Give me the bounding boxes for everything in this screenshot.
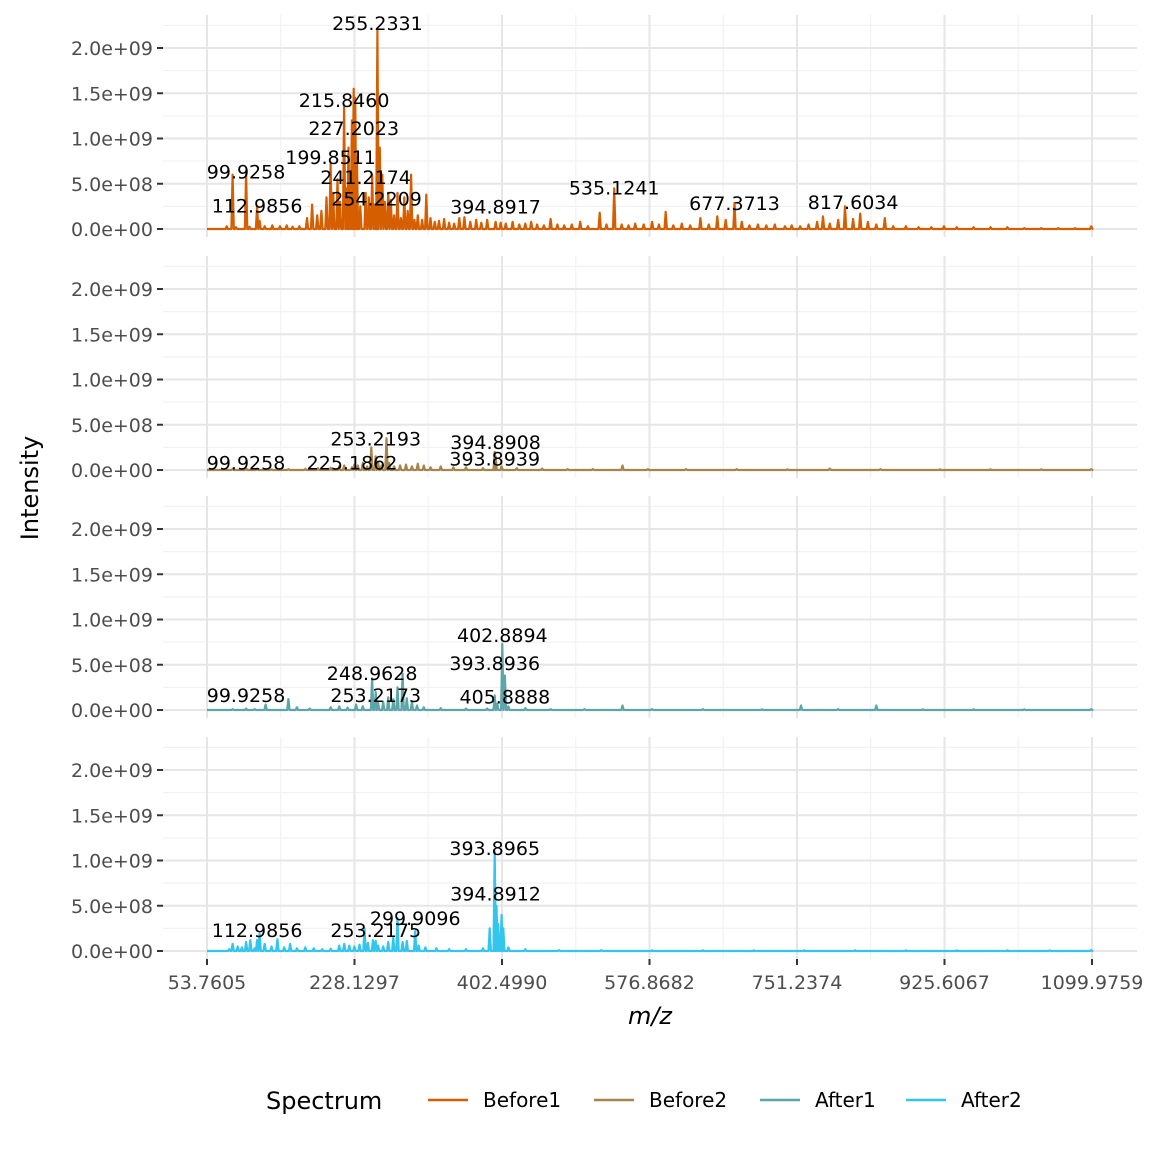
- peak-label: 255.2331: [332, 13, 423, 35]
- legend-label-before1: Before1: [483, 1088, 561, 1112]
- peak-label: 99.9258: [207, 453, 286, 475]
- y-tick-label: 1.0e+09: [71, 851, 153, 873]
- peak-label: 299.9096: [370, 908, 461, 930]
- peak-label: 241.2174: [320, 167, 411, 189]
- panel-after2: 0.0e+00 5.0e+08 1.0e+09 1.5e+09 2.0e+09 393.8…: [71, 737, 1137, 963]
- y-tick-label: 1.5e+09: [71, 324, 153, 346]
- peak-label: 112.9856: [212, 196, 303, 218]
- spectrum-line-before1: [207, 28, 1094, 231]
- peak-label: 199.8511: [285, 147, 376, 169]
- facet-panels: 0.0e+00 5.0e+08 1.0e+09 1.5e+09 2.0e+09 255.2…: [71, 13, 1137, 963]
- peak-label: 405.8888: [460, 687, 551, 709]
- y-axis-title: Intensity: [16, 436, 44, 540]
- y-tick-label: 1.0e+09: [71, 370, 153, 392]
- peak-label: 225.1862: [307, 453, 398, 475]
- peak-label: 99.9258: [207, 161, 286, 183]
- peak-label: 394.8912: [450, 883, 541, 905]
- y-tick-label: 2.0e+09: [71, 279, 153, 301]
- panel-before1: 0.0e+00 5.0e+08 1.0e+09 1.5e+09 2.0e+09 255.2…: [71, 13, 1137, 241]
- x-axis-title: m/z: [628, 1002, 673, 1030]
- peak-label: 817.6034: [808, 192, 899, 214]
- y-tick-label: 5.0e+08: [71, 415, 153, 437]
- peak-label: 393.8965: [449, 838, 540, 860]
- peak-label: 253.2175: [330, 920, 421, 942]
- peak-label: 393.8936: [449, 653, 540, 675]
- y-tick-label: 1.0e+09: [71, 610, 153, 632]
- x-tick-label: 925.6067: [899, 972, 990, 994]
- y-tick-label: 2.0e+09: [71, 519, 153, 541]
- y-tick-label: 5.0e+08: [71, 174, 153, 196]
- x-tick-label: 402.4990: [457, 972, 548, 994]
- y-tick-label: 1.0e+09: [71, 129, 153, 151]
- spectrum-line-after2: [207, 850, 1094, 953]
- legend-label-after1: After1: [815, 1088, 876, 1112]
- y-tick-label: 5.0e+08: [71, 896, 153, 918]
- y-tick-label: 1.5e+09: [71, 805, 153, 827]
- y-tick-label: 5.0e+08: [71, 655, 153, 677]
- y-tick-label: 0.0e+00: [71, 941, 153, 963]
- spectrum-line-after1: [207, 642, 1094, 712]
- peak-label: 112.9856: [212, 920, 303, 942]
- x-tick-label: 228.1297: [309, 972, 400, 994]
- x-tick-label: 1099.9759: [1041, 972, 1144, 994]
- peak-label: 677.3713: [689, 193, 780, 215]
- peak-label: 253.2173: [330, 685, 421, 707]
- x-tick-label: 576.8682: [604, 972, 695, 994]
- y-tick-label: 2.0e+09: [71, 38, 153, 60]
- spectrum-line-before2: [207, 437, 1094, 472]
- legend-title: Spectrum: [266, 1087, 382, 1115]
- peak-label: 253.2193: [330, 429, 421, 451]
- panel-before2: 0.0e+00 5.0e+08 1.0e+09 1.5e+09 2.0e+09 253.2…: [71, 256, 1137, 482]
- gridlines: [163, 256, 1137, 478]
- peak-label: 394.8908: [450, 432, 541, 454]
- peak-label: 227.2023: [308, 118, 399, 140]
- x-axis: 53.7605 228.1297 402.4990 576.8682 751.2374 9…: [168, 959, 1144, 994]
- y-tick-label: 0.0e+00: [71, 219, 153, 241]
- y-tick-label: 0.0e+00: [71, 700, 153, 722]
- x-tick-label: 751.2374: [752, 972, 843, 994]
- y-tick-label: 1.5e+09: [71, 564, 153, 586]
- legend-label-after2: After2: [961, 1088, 1022, 1112]
- peak-label: 99.9258: [207, 685, 286, 707]
- panel-after1: 0.0e+00 5.0e+08 1.0e+09 1.5e+09 2.0e+09 402.8…: [71, 496, 1137, 722]
- legend: Spectrum Before1 Before2 After1 After2: [266, 1087, 1022, 1115]
- y-tick-label: 2.0e+09: [71, 760, 153, 782]
- peak-label: 535.1241: [569, 178, 660, 200]
- peak-label: 394.8917: [450, 197, 541, 219]
- peak-label: 248.9628: [327, 663, 418, 685]
- peak-label: 215.8460: [299, 90, 390, 112]
- y-tick-label: 0.0e+00: [71, 460, 153, 482]
- peak-label: 402.8894: [457, 625, 548, 647]
- x-tick-label: 53.7605: [168, 972, 247, 994]
- y-tick-label: 1.5e+09: [71, 83, 153, 105]
- peak-label: 254.2209: [331, 188, 422, 210]
- peak-label: 393.8939: [449, 448, 540, 470]
- legend-label-before2: Before2: [649, 1088, 727, 1112]
